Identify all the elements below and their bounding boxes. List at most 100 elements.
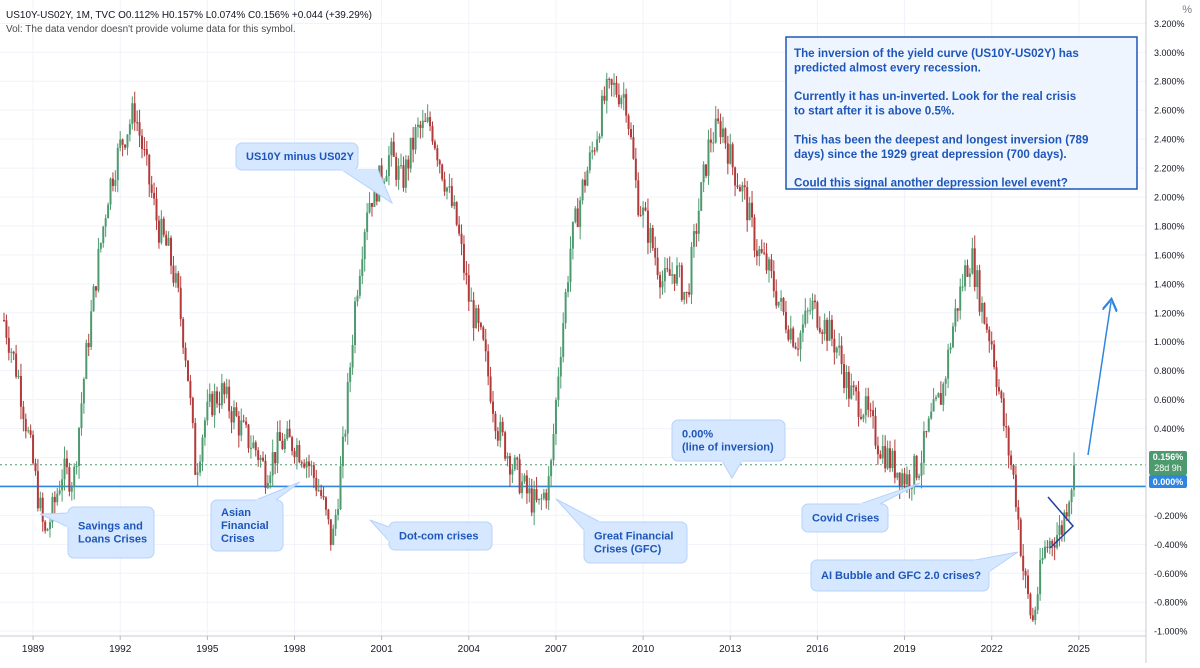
candle-body-393 <box>954 308 957 327</box>
x-axis: 1989 1992 1995 1998 2001 2004 2007 2010 2013 2016… <box>22 636 1090 655</box>
candle-body-438 <box>1063 512 1066 535</box>
y-tick-label-6: 2.000% <box>1154 193 1185 203</box>
candle-body-179 <box>436 148 439 161</box>
candle-body-405 <box>983 302 986 324</box>
candle-body-28 <box>70 487 73 492</box>
candle-body-144 <box>351 345 354 368</box>
candle-body-215 <box>523 475 526 482</box>
candle-body-250 <box>608 78 611 80</box>
candle-body-311 <box>755 250 758 257</box>
candle-body-134 <box>327 509 330 520</box>
candle-body-156 <box>380 165 383 185</box>
info-box-frame <box>785 36 1138 190</box>
candle-body-19 <box>48 522 51 530</box>
candle-body-133 <box>324 497 327 510</box>
candle-body-273 <box>663 268 666 282</box>
candle-body-86 <box>211 393 214 416</box>
candle-body-6 <box>17 375 20 377</box>
candle-body-161 <box>392 141 395 157</box>
candle-body-92 <box>225 386 228 395</box>
candle-body-382 <box>927 418 930 432</box>
candle-body-233 <box>567 282 570 293</box>
candle-body-57 <box>140 135 143 150</box>
candle-body-37 <box>92 286 95 312</box>
candle-body-225 <box>547 476 550 501</box>
candle-body-95 <box>232 407 235 423</box>
candle-body-73 <box>179 287 182 320</box>
candle-body-48 <box>119 139 122 148</box>
candle-body-117 <box>286 428 289 439</box>
y-tick-label-2: 2.800% <box>1154 77 1185 87</box>
candle-body-49 <box>121 139 124 145</box>
candle-body-289 <box>702 164 705 183</box>
y-tick-label-12: 0.800% <box>1154 366 1185 376</box>
candle-body-186 <box>453 202 456 207</box>
candle-body-322 <box>782 297 785 312</box>
scale-unit[interactable]: % <box>1182 4 1192 16</box>
candle-body-178 <box>433 141 436 149</box>
candle-body-168 <box>409 137 412 169</box>
candle-body-138 <box>337 509 340 515</box>
candle-body-181 <box>441 164 444 180</box>
candle-body-288 <box>700 182 703 211</box>
candle-body-71 <box>174 273 177 283</box>
candle-body-327 <box>794 346 797 349</box>
candle-body-360 <box>874 415 877 446</box>
candles <box>3 72 1076 625</box>
candle-body-437 <box>1060 525 1063 535</box>
candle-body-332 <box>806 310 809 312</box>
candle-body-404 <box>981 302 984 312</box>
candle-body-35 <box>87 342 90 348</box>
candle-body-375 <box>910 487 913 490</box>
candle-body-232 <box>564 292 567 324</box>
candle-body-336 <box>816 302 819 328</box>
candle-body-361 <box>876 445 879 455</box>
price-badge: 0.156% 28d 9h <box>1149 451 1187 475</box>
candle-body-41 <box>102 226 105 244</box>
candle-body-369 <box>896 472 899 478</box>
candle-body-253 <box>615 82 618 95</box>
candle-body-175 <box>426 117 429 122</box>
candle-body-91 <box>223 383 226 395</box>
candle-body-313 <box>760 248 763 253</box>
candle-body-306 <box>743 185 746 188</box>
candle-body-259 <box>629 128 632 138</box>
candle-body-146 <box>356 295 359 302</box>
candle-body-32 <box>80 403 83 429</box>
callout-covid: Covid Crises <box>801 482 921 533</box>
y-tick-label-10: 1.200% <box>1154 308 1185 318</box>
x-tick-label-3: 1998 <box>283 644 306 655</box>
candle-body-333 <box>809 310 812 312</box>
candle-body-386 <box>937 393 940 398</box>
candle-body-264 <box>642 207 645 216</box>
candle-body-16 <box>41 497 44 522</box>
candle-body-210 <box>511 469 514 475</box>
candle-body-285 <box>692 231 695 247</box>
candle-body-413 <box>1002 398 1005 427</box>
candle-body-124 <box>303 463 306 468</box>
candle-body-339 <box>823 319 826 334</box>
candle-body-40 <box>99 243 102 249</box>
candle-body-295 <box>717 118 720 122</box>
y-tick-label-0: 3.200% <box>1154 19 1185 29</box>
candle-body-106 <box>259 457 262 460</box>
candle-body-158 <box>385 176 388 182</box>
candle-body-163 <box>397 165 400 180</box>
candle-body-3 <box>10 351 13 353</box>
candle-body-44 <box>109 178 112 205</box>
candle-body-46 <box>114 180 117 186</box>
candle-body-371 <box>901 473 904 487</box>
candle-body-200 <box>487 351 490 377</box>
candle-body-148 <box>361 259 364 277</box>
candle-body-412 <box>1000 391 1003 399</box>
candle-body-304 <box>738 187 741 192</box>
callout-line-of-inversion-box <box>671 419 786 462</box>
candle-body-103 <box>252 442 255 448</box>
callout-asian-financial-line-1: Financial <box>221 520 269 532</box>
candle-body-27 <box>68 467 71 492</box>
candle-body-59 <box>145 149 148 155</box>
candle-body-140 <box>341 436 344 467</box>
callout-great-financial-box <box>583 521 688 564</box>
